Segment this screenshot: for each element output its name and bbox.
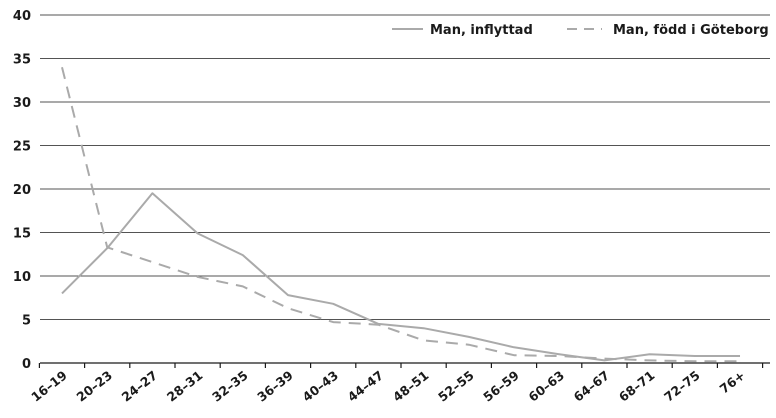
y-tick-label: 5	[22, 314, 31, 329]
data-point-0-15	[739, 355, 741, 357]
x-tick-label: 64–67	[571, 368, 613, 405]
legend-label-inflyttad: Man, inflyttad	[430, 23, 533, 38]
data-point-1-0	[61, 66, 63, 68]
data-point-0-3	[197, 232, 199, 234]
x-tick-label: 48–51	[390, 368, 432, 405]
data-point-0-4	[242, 254, 244, 256]
x-tick-label: 28–31	[164, 368, 206, 405]
data-point-1-8	[423, 339, 425, 341]
y-tick-label: 15	[13, 227, 31, 242]
data-point-1-13	[649, 359, 651, 361]
y-tick-label: 35	[13, 53, 31, 68]
axes: 0 5 10 15 20 25 30 35 40 16–19 20–23 24–27 28–31 32–3…	[13, 9, 770, 405]
data-point-0-6	[332, 303, 334, 305]
y-tick-label: 0	[22, 357, 31, 372]
data-point-1-15	[739, 360, 741, 362]
data-point-1-6	[332, 321, 334, 323]
data-point-1-5	[287, 307, 289, 309]
y-tick-label: 25	[13, 140, 31, 155]
data-point-0-0	[61, 292, 63, 294]
x-tick-label: 76+	[717, 368, 748, 397]
data-point-1-9	[468, 344, 470, 346]
data-point-1-2	[151, 261, 153, 263]
data-point-1-1	[106, 246, 108, 248]
series-line-0	[61, 192, 740, 362]
y-tick-label: 30	[13, 96, 31, 111]
data-point-0-13	[649, 353, 651, 355]
x-tick-label: 32–35	[209, 368, 251, 405]
data-point-0-14	[694, 355, 696, 357]
data-point-0-9	[468, 336, 470, 338]
data-point-1-12	[603, 358, 605, 360]
x-tick-label: 44–47	[345, 368, 387, 405]
x-tick-label: 52–55	[435, 368, 477, 405]
legend-label-fodd: Man, född i Göteborg	[613, 23, 769, 38]
data-point-0-11	[558, 353, 560, 355]
x-tick-label: 36–39	[254, 368, 296, 405]
data-point-1-4	[242, 285, 244, 287]
y-tick-label: 40	[13, 9, 31, 24]
data-point-0-5	[287, 294, 289, 296]
x-tick-label: 20–23	[73, 368, 115, 405]
y-tick-label: 10	[13, 270, 31, 285]
x-tick-label: 16–19	[28, 368, 70, 405]
data-point-1-10	[513, 354, 515, 356]
data-point-0-2	[151, 192, 153, 194]
y-tick-label: 20	[13, 183, 31, 198]
data-point-1-14	[694, 360, 696, 362]
grid-lines	[40, 14, 770, 320]
data-point-0-12	[603, 359, 605, 361]
x-tick-label: 56–59	[480, 368, 522, 405]
x-tick-label: 40–43	[299, 368, 341, 405]
x-tick-label: 60–63	[525, 368, 567, 405]
data-point-1-7	[377, 324, 379, 326]
data-point-0-10	[513, 346, 515, 348]
data-point-1-3	[197, 276, 199, 278]
x-tick-label: 72–75	[661, 368, 703, 405]
data-point-1-11	[558, 355, 560, 357]
series-lines	[61, 66, 741, 363]
x-tick-label: 24–27	[119, 368, 161, 405]
series-line-1	[61, 66, 740, 363]
legend: Man, inflyttad Man, född i Göteborg	[392, 23, 769, 38]
x-tick-label: 68–71	[616, 368, 658, 405]
data-point-0-8	[423, 327, 425, 329]
